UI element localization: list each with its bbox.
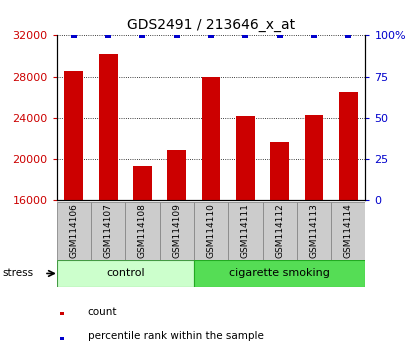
Bar: [304, 115, 323, 200]
Bar: [194, 202, 228, 260]
Bar: [57, 202, 91, 260]
Bar: [160, 202, 194, 260]
Text: GSM114106: GSM114106: [69, 204, 79, 258]
Text: count: count: [88, 307, 117, 317]
Text: percentile rank within the sample: percentile rank within the sample: [88, 331, 263, 341]
Text: GSM114110: GSM114110: [207, 204, 215, 258]
Point: [105, 33, 112, 38]
Text: GSM114109: GSM114109: [172, 204, 181, 258]
Text: GSM114113: GSM114113: [310, 204, 318, 258]
Bar: [297, 202, 331, 260]
Point: [310, 33, 318, 38]
Bar: [60, 312, 64, 315]
Point: [208, 33, 215, 38]
Point: [173, 33, 180, 38]
Bar: [228, 202, 262, 260]
Text: stress: stress: [2, 268, 33, 279]
Bar: [202, 76, 220, 200]
Text: GSM114111: GSM114111: [241, 204, 250, 258]
Point: [71, 33, 77, 38]
Bar: [57, 260, 194, 287]
Text: GSM114112: GSM114112: [275, 204, 284, 258]
Text: GSM114114: GSM114114: [344, 204, 353, 258]
Bar: [125, 202, 160, 260]
Bar: [167, 150, 186, 200]
Bar: [339, 92, 358, 200]
Point: [139, 33, 146, 38]
Bar: [91, 202, 125, 260]
Text: control: control: [106, 268, 144, 279]
Bar: [331, 202, 365, 260]
Bar: [64, 72, 83, 200]
Bar: [236, 116, 255, 200]
Bar: [262, 202, 297, 260]
Text: GSM114107: GSM114107: [104, 204, 113, 258]
Text: cigarette smoking: cigarette smoking: [229, 268, 330, 279]
Bar: [194, 260, 365, 287]
Bar: [60, 337, 64, 340]
Point: [276, 33, 283, 38]
Point: [242, 33, 249, 38]
Text: GSM114108: GSM114108: [138, 204, 147, 258]
Bar: [99, 54, 118, 200]
Point: [345, 33, 352, 38]
Bar: [270, 142, 289, 200]
Bar: [133, 166, 152, 200]
Title: GDS2491 / 213646_x_at: GDS2491 / 213646_x_at: [127, 18, 295, 32]
